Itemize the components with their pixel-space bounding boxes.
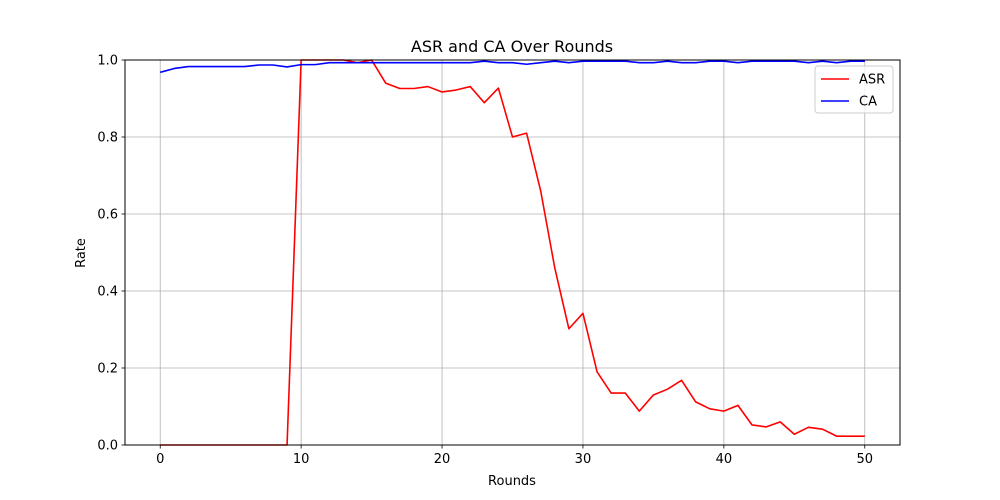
x-tick-label: 50 [856, 452, 873, 467]
x-tick-label: 30 [575, 452, 592, 467]
y-tick-label: 0.0 [97, 439, 118, 454]
x-tick-label: 0 [156, 452, 164, 467]
y-tick-label: 0.8 [97, 131, 118, 146]
plot-lines [160, 59, 865, 446]
chart-title: ASR and CA Over Rounds [411, 37, 613, 56]
legend: ASR CA [814, 65, 894, 114]
y-tick-label: 0.4 [97, 285, 118, 300]
legend-label-asr: ASR [859, 73, 885, 88]
y-tick-label: 1.0 [97, 54, 118, 69]
y-axis-title: Rate [74, 238, 89, 268]
x-axis-title: Rounds [488, 474, 536, 489]
y-tick-label: 0.6 [97, 208, 118, 223]
x-axis-ticks: 0 10 20 30 40 50 [156, 445, 873, 467]
y-axis-ticks: 0.0 0.2 0.4 0.6 0.8 1.0 [97, 54, 125, 454]
series-line-asr [160, 59, 865, 446]
x-tick-label: 40 [716, 452, 733, 467]
legend-label-ca: CA [859, 95, 877, 110]
x-tick-label: 10 [293, 452, 310, 467]
x-tick-label: 20 [434, 452, 451, 467]
series-line-ca [160, 60, 865, 74]
y-tick-label: 0.2 [97, 362, 118, 377]
plot-frame [124, 59, 901, 446]
grid [125, 59, 900, 446]
